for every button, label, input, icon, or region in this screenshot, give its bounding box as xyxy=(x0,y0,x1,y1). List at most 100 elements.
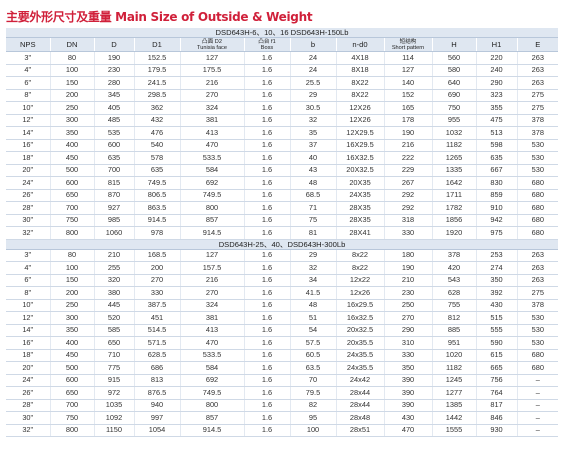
table-cell: 362 xyxy=(133,101,180,115)
table-cell: 32" xyxy=(6,424,50,437)
table-cell: 75 xyxy=(289,214,336,227)
table-cell: 859 xyxy=(475,189,517,202)
table-cell: 127 xyxy=(179,51,244,65)
table-row: 30" 750 985 914.5 857 1.6 75 28X35 318 1856 942 680 xyxy=(6,214,559,227)
section2-label: DSD643H-25、40、DSD643H-300Lb xyxy=(6,239,559,250)
table-cell: 530 xyxy=(516,336,559,350)
table-cell: 1.6 xyxy=(243,286,290,300)
table-cell: 175.5 xyxy=(179,64,244,77)
table-cell: 35 xyxy=(289,126,336,140)
table-cell: 846 xyxy=(475,411,517,425)
table-cell: 1.6 xyxy=(243,324,290,337)
section1-body: 3" 80 190 152.5 127 1.6 24 4X18 114 560 220 263 4" 10… xyxy=(6,51,559,240)
table-cell: 1.6 xyxy=(243,151,290,165)
table-row: 20" 500 700 635 584 1.6 43 20X32.5 229 1335 667 530 xyxy=(6,164,559,177)
table-cell: 450 xyxy=(49,151,94,165)
table-cell: 405 xyxy=(93,101,134,115)
table-cell: 280 xyxy=(93,76,134,90)
table-cell: 800 xyxy=(49,226,94,240)
table-row: 10" 250 405 362 324 1.6 30.5 12X26 165 750 355 275 xyxy=(6,101,559,115)
table-cell: 560 xyxy=(431,51,476,65)
table-cell: 16" xyxy=(6,336,50,350)
table-cell: 1.6 xyxy=(243,51,290,65)
table-cell: 378 xyxy=(516,299,559,312)
table-cell: 12" xyxy=(6,114,50,127)
table-cell: 16X32.5 xyxy=(335,151,384,165)
page-title: 主要外形尺寸及重量 Main Size of Outside & Weight xyxy=(6,10,313,24)
table-cell: 263 xyxy=(516,249,559,262)
table-cell: 40 xyxy=(289,151,336,165)
table-cell: 355 xyxy=(475,101,517,115)
table-cell: 1.6 xyxy=(243,299,290,312)
table-cell: 28" xyxy=(6,201,50,215)
table-cell: 20x32.5 xyxy=(335,324,384,337)
table-cell: 70 xyxy=(289,374,336,387)
table-cell: 330 xyxy=(133,286,180,300)
table-cell: 885 xyxy=(431,324,476,337)
table-cell: 1245 xyxy=(431,374,476,387)
table-cell: 250 xyxy=(383,299,432,312)
table-row: 26" 650 972 876.5 749.5 1.6 79.5 28x44 390 1277 76… xyxy=(6,386,559,400)
table-cell: – xyxy=(516,374,559,387)
table-cell: 535 xyxy=(93,126,134,140)
table-cell: 700 xyxy=(49,399,94,412)
table-cell: 14" xyxy=(6,126,50,140)
table-cell: 140 xyxy=(383,76,432,90)
table-cell: 81 xyxy=(289,226,336,240)
table-cell: 578 xyxy=(133,151,180,165)
table-cell: 32" xyxy=(6,226,50,240)
table-cell: 775 xyxy=(93,361,134,375)
table-cell: 530 xyxy=(516,151,559,165)
table-cell: – xyxy=(516,424,559,437)
table-cell: 34 xyxy=(289,274,336,287)
table-cell: 1060 xyxy=(93,226,134,240)
table-cell: 270 xyxy=(133,274,180,287)
table-cell: 190 xyxy=(383,126,432,140)
table-cell: 300 xyxy=(49,114,94,127)
table-cell: 710 xyxy=(93,349,134,362)
table-cell: 1.6 xyxy=(243,336,290,350)
table-cell: 1442 xyxy=(431,411,476,425)
table-cell: 1.6 xyxy=(243,361,290,375)
table-cell: 190 xyxy=(383,261,432,275)
table-cell: 756 xyxy=(475,374,517,387)
table-cell: 350 xyxy=(383,361,432,375)
table-cell: 24" xyxy=(6,176,50,190)
table-cell: 8x22 xyxy=(335,261,384,275)
table-cell: 100 xyxy=(289,424,336,437)
table-cell: 533.5 xyxy=(179,151,244,165)
table-cell: 8" xyxy=(6,286,50,300)
col-h: H xyxy=(431,37,476,52)
table-cell: 1.6 xyxy=(243,101,290,115)
table-cell: 30" xyxy=(6,411,50,425)
table-cell: 28X35 xyxy=(335,201,384,215)
table-cell: 1.6 xyxy=(243,274,290,287)
table-cell: 530 xyxy=(516,164,559,177)
table-cell: 1.6 xyxy=(243,386,290,400)
table-cell: 222 xyxy=(383,151,432,165)
table-cell: 200 xyxy=(49,89,94,102)
table-cell: 28X41 xyxy=(335,226,384,240)
table-cell: 1035 xyxy=(93,399,134,412)
table-cell: 28x44 xyxy=(335,386,384,400)
table-cell: 95 xyxy=(289,411,336,425)
column-header-row: NPS DN D D1 凸面 D2 Tunisia face 凸台 f1 Boss … xyxy=(6,37,559,52)
table-cell: 951 xyxy=(431,336,476,350)
table-row: 24" 600 915 813 692 1.6 70 24x42 390 1245 756– xyxy=(6,374,559,387)
table-cell: 179.5 xyxy=(133,64,180,77)
col-h1: H1 xyxy=(475,37,517,52)
table-cell: 1.6 xyxy=(243,374,290,387)
table-cell: 68.5 xyxy=(289,189,336,202)
table-cell: 240 xyxy=(475,64,517,77)
col-e: E xyxy=(516,37,559,52)
table-cell: 30" xyxy=(6,214,50,227)
table-cell: 300 xyxy=(49,311,94,325)
table-cell: 168.5 xyxy=(133,249,180,262)
table-row: 12" 300 485 432 381 1.6 32 12X26 178 955 475 378 xyxy=(6,114,559,127)
table-cell: 270 xyxy=(179,89,244,102)
table-cell: 1.6 xyxy=(243,189,290,202)
table-cell: 229 xyxy=(383,164,432,177)
table-cell: 817 xyxy=(475,399,517,412)
table-cell: 270 xyxy=(179,286,244,300)
table-cell: 378 xyxy=(516,126,559,140)
